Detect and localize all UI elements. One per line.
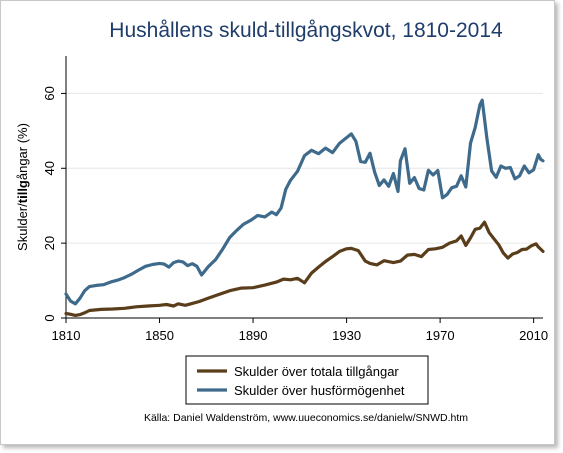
series-line-2 bbox=[64, 98, 545, 306]
x-axis-ticks: 1810 1850 1890 1930 1970 2010 bbox=[52, 318, 548, 343]
plot-area bbox=[66, 56, 543, 318]
y-axis-label-part1: Skulder/ bbox=[15, 203, 30, 251]
x-tick-label-2010: 2010 bbox=[519, 328, 548, 343]
source-note: Källa: Daniel Waldenström, www.uueconomi… bbox=[144, 412, 468, 424]
x-tick-label-1930: 1930 bbox=[332, 328, 361, 343]
y-tick-label-0: 0 bbox=[42, 314, 57, 321]
series-lines bbox=[64, 98, 545, 317]
chart-title: Hushållens skuld-tillgångskvot, 1810-201… bbox=[109, 19, 503, 42]
chart-frame: Hushållens skuld-tillgångskvot, 1810-201… bbox=[0, 0, 555, 445]
legend-label-2: Skulder över husförmögenhet bbox=[234, 383, 405, 398]
y-tick-label-40: 40 bbox=[42, 161, 57, 175]
y-axis-label-part2: tillg bbox=[15, 180, 30, 203]
legend-label-1: Skulder över totala tillgångar bbox=[234, 364, 399, 379]
y-axis-ticks: 0 20 40 60 bbox=[42, 86, 66, 322]
legend-box bbox=[185, 355, 429, 405]
x-tick-label-1810: 1810 bbox=[52, 328, 81, 343]
y-axis-label: Skulder/tillgångar (%) bbox=[15, 123, 30, 251]
x-tick-label-1850: 1850 bbox=[145, 328, 174, 343]
x-tick-label-1970: 1970 bbox=[426, 328, 455, 343]
legend: Skulder över totala tillgångar Skulder öv… bbox=[197, 364, 405, 398]
x-tick-label-1890: 1890 bbox=[239, 328, 268, 343]
chart-canvas: Hushållens skuld-tillgångskvot, 1810-201… bbox=[15, 19, 548, 424]
series-line-1 bbox=[64, 220, 545, 317]
y-tick-label-20: 20 bbox=[42, 236, 57, 250]
y-tick-label-60: 60 bbox=[42, 86, 57, 100]
y-axis-label-part3: ångar (%) bbox=[15, 123, 30, 180]
